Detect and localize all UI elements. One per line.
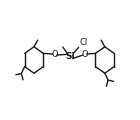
Text: Cl: Cl <box>79 38 87 47</box>
Text: Si: Si <box>65 52 75 61</box>
Text: O: O <box>51 50 58 59</box>
Text: O: O <box>81 50 88 59</box>
